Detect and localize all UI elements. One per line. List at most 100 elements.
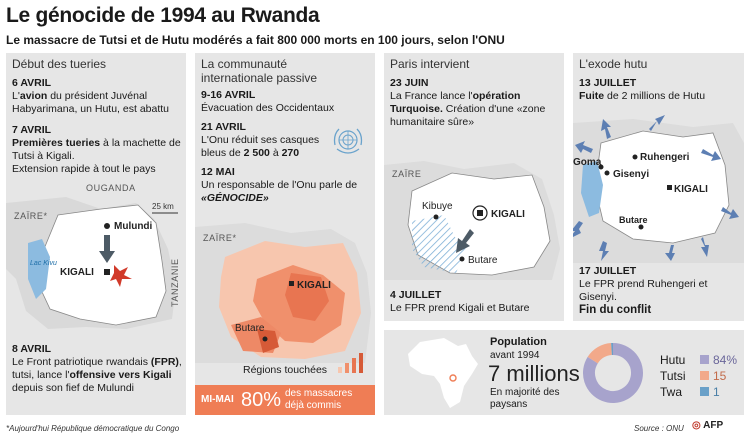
legend-label: Régions touchées xyxy=(243,364,328,376)
map-label-uganda: OUGANDA xyxy=(86,183,136,193)
event-text: à la machette de Tutsi à Kigali. xyxy=(12,137,181,162)
event-text: de 2 millions de Hutu xyxy=(604,90,706,102)
event-text: , tutsi, lance l' xyxy=(12,356,182,381)
event-text: Création d'une «zone humanitaire sûre» xyxy=(390,103,546,128)
gisenyi-marker xyxy=(604,170,610,176)
column-communaute-internationale: La communauté internationale passive 9-1… xyxy=(195,53,375,415)
map-label-gisenyi: Gisenyi xyxy=(613,169,649,180)
event-17-juillet: 17 JUILLET Le FPR prend Ruhengeri et Gis… xyxy=(579,265,744,317)
column-heading: La communauté internationale passive xyxy=(201,57,318,85)
map-label-tanzania: TANZANIE xyxy=(170,258,180,307)
event-date: 6 AVRIL xyxy=(12,77,52,89)
column-heading: L'exode hutu xyxy=(579,57,648,71)
exodus-arrows xyxy=(573,115,739,261)
column-heading: Paris intervient xyxy=(390,57,470,71)
event-date: 7 AVRIL xyxy=(12,124,52,136)
mi-mai-banner: MI-MAI 80% des massacres déjà commis xyxy=(195,385,375,415)
afp-logo-icon: ◎ xyxy=(692,420,704,431)
event-text: La France lance l' xyxy=(390,90,473,102)
event-text: à xyxy=(269,147,282,159)
map-label-mulundi: Mulundi xyxy=(114,221,153,232)
event-text-bold: 270 xyxy=(281,147,300,159)
population-legend: Hutu 84% Tutsi 15 Twa 1 xyxy=(660,352,737,400)
event-text-bold: Fuite xyxy=(579,90,605,102)
event-date: 8 AVRIL xyxy=(12,343,52,355)
event-7-avril: 7 AVRIL Premières tueries à la machette … xyxy=(12,124,184,176)
rwanda-map-offensive: OUGANDA ZAÏRE* 25 km Lac Kivu Mulundi KI… xyxy=(6,183,180,329)
event-text: L' xyxy=(12,90,20,102)
map-label-kigali: KIGALI xyxy=(674,184,708,195)
africa-map-icon xyxy=(408,338,478,408)
map-label-lake-kivu: Lac Kivu xyxy=(30,260,57,267)
population-value: 7 millions xyxy=(488,361,580,386)
map-label-butare: Butare xyxy=(468,255,498,266)
map-label-zaire: ZAÏRE* xyxy=(14,211,48,221)
event-21-avril: 21 AVRIL L'Onu réduit ses casques bleus … xyxy=(201,121,326,160)
legend-hutu: Hutu 84% xyxy=(660,353,738,367)
event-23-juin: 23 JUIN La France lance l'opération Turq… xyxy=(390,77,562,129)
afp-logo: ◎ AFP xyxy=(692,420,724,431)
legend-affected-regions: Régions touchées xyxy=(243,364,327,377)
event-text-bold: Fin du conflit xyxy=(579,304,652,316)
fpr-advance-arrow xyxy=(456,229,474,253)
event-text-bold: Premières tueries xyxy=(12,137,101,149)
column-debut-tueries: Début des tueries 6 AVRIL L'avion du pré… xyxy=(6,53,186,415)
column-exode-hutu: L'exode hutu 13 JUILLET Fuite de 2 milli… xyxy=(573,53,744,321)
kibuye-marker xyxy=(433,214,439,220)
population-note: En majorité des paysans xyxy=(490,387,560,410)
legend-swatch xyxy=(700,371,709,380)
event-text: Un responsable de l'Onu parle de xyxy=(201,179,358,191)
kigali-marker xyxy=(667,185,672,190)
event-text: Le FPR prend Kigali et Butare xyxy=(390,302,530,314)
event-text: Évacuation des Occidentaux xyxy=(201,102,335,114)
population-label: Population xyxy=(490,336,547,348)
banner-date: MI-MAI xyxy=(201,394,234,405)
column-paris-intervient: Paris intervient 23 JUIN La France lance… xyxy=(384,53,564,321)
butare-marker xyxy=(262,336,268,342)
event-6-avril: 6 AVRIL L'avion du président Juvénal Hab… xyxy=(12,77,184,116)
event-text-bold: avion xyxy=(19,90,48,102)
event-text: L'Onu réduit ses casques bleus de xyxy=(201,134,320,159)
map-label-butare: Butare xyxy=(619,215,648,225)
map-label-zaire: ZAÏRE xyxy=(392,169,422,179)
map-label-kibuye: Kibuye xyxy=(422,201,453,212)
rwanda-map-turquoise: ZAÏRE Kibuye KIGALI Butare xyxy=(384,161,560,280)
population-year: avant 1994 xyxy=(490,350,540,361)
legend-gradient-icon xyxy=(338,353,363,373)
map-label-butare: Butare xyxy=(235,323,265,334)
rwanda-map-exodus: Ruhengeri Goma Gisenyi KIGALI Butare xyxy=(573,115,744,263)
map-label-ruhengeri: Ruhengeri xyxy=(640,152,690,163)
event-text-bold: opération Turquoise. xyxy=(390,90,521,115)
banner-percent: 80% xyxy=(241,389,282,411)
event-text: depuis son fief de Mulundi xyxy=(12,382,134,394)
mulundi-marker xyxy=(104,223,110,229)
event-9-16-avril: 9-16 AVRIL Évacuation des Occidentaux xyxy=(201,89,373,115)
event-text: du président Juvénal Habyarimana, un Hut… xyxy=(12,90,170,115)
event-date: 4 JUILLET xyxy=(390,289,442,301)
map-label-kigali: KIGALI xyxy=(60,267,94,278)
source-credit: Source : ONU xyxy=(634,424,684,433)
population-panel: Population avant 1994 7 millions En majo… xyxy=(384,330,744,415)
event-text-bold: (FPR) xyxy=(150,356,179,368)
map-label-zaire: ZAÏRE* xyxy=(203,233,237,243)
kigali-marker xyxy=(472,205,488,221)
legend-twa: Twa 1 xyxy=(660,385,720,399)
map-label-goma: Goma xyxy=(573,157,602,168)
event-text-bold: offensive vers Kigali xyxy=(69,369,172,381)
footnote: *Aujourd'hui République démocratique du … xyxy=(6,424,180,433)
event-text-bold: «GÉNOCIDE» xyxy=(201,192,269,204)
legend-swatch xyxy=(700,355,709,364)
un-logo-icon xyxy=(333,128,363,154)
event-date: 17 JUILLET xyxy=(579,265,637,277)
event-12-mai: 12 MAI Un responsable de l'Onu parle de … xyxy=(201,166,373,205)
legend-tutsi: Tutsi 15 xyxy=(660,369,727,383)
event-8-avril: 8 AVRIL Le Front patriotique rwandais (F… xyxy=(12,343,184,395)
event-date: 9-16 AVRIL xyxy=(201,89,256,101)
goma-marker xyxy=(598,164,604,170)
rwanda-map-affected-regions: ZAÏRE* KIGALI Butare xyxy=(195,223,371,363)
banner-text: des massacres déjà commis xyxy=(285,388,353,411)
event-text: Le Front patriotique rwandais xyxy=(12,356,151,368)
column-heading: Début des tueries xyxy=(12,57,107,71)
map-scale-label: 25 km xyxy=(152,202,174,211)
event-text: Le FPR prend Ruhengeri et Gisenyi. xyxy=(579,278,708,303)
